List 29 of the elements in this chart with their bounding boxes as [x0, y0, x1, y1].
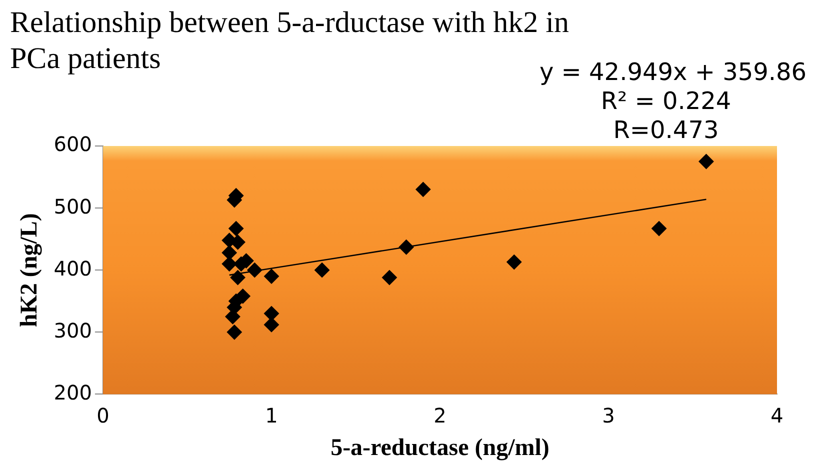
point — [222, 245, 237, 260]
point — [230, 270, 246, 286]
y-tick-label: 400 — [54, 256, 92, 280]
text: R² = 0.224 — [600, 87, 732, 116]
point — [228, 221, 244, 236]
point — [225, 309, 240, 324]
point — [226, 324, 242, 340]
point — [264, 268, 279, 284]
point — [698, 154, 714, 170]
x-tick-label: 2 — [434, 403, 446, 428]
text: R=0.473 — [613, 116, 719, 144]
y-axis-title: hK2 (ng/L) — [16, 213, 43, 328]
point — [264, 317, 279, 332]
y-tick-label: 300 — [54, 318, 92, 342]
point — [416, 182, 431, 197]
point — [264, 306, 279, 322]
point — [382, 270, 397, 286]
x-tick-label: 4 — [770, 403, 784, 428]
y-tick-label: 200 — [54, 380, 92, 404]
y-tick-label: 600 — [54, 132, 92, 156]
x-tick-label: 3 — [602, 403, 615, 428]
x-axis-title: 5-a-reductase (ng/ml) — [330, 434, 550, 461]
x-tick-label: 1 — [265, 403, 278, 428]
x-tick-label: 0 — [96, 403, 110, 428]
point — [222, 256, 237, 272]
point — [314, 262, 330, 278]
point — [506, 254, 522, 270]
point — [652, 221, 667, 236]
y-tick-label: 500 — [54, 194, 92, 218]
